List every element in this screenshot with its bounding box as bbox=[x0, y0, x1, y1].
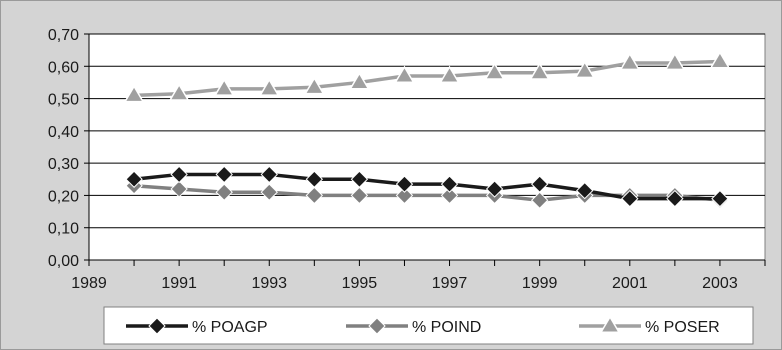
y-tick-label: 0,60 bbox=[48, 59, 79, 76]
x-tick-label: 1993 bbox=[251, 275, 287, 292]
data-point bbox=[530, 191, 549, 209]
data-point bbox=[260, 165, 278, 184]
legend-entry: % POSER bbox=[579, 315, 720, 336]
data-point bbox=[711, 189, 729, 208]
legend-label: % POAGP bbox=[192, 319, 268, 336]
data-point bbox=[168, 83, 190, 101]
data-point bbox=[621, 189, 639, 208]
data-point bbox=[576, 181, 594, 200]
data-point bbox=[440, 175, 459, 193]
data-point bbox=[709, 50, 731, 69]
data-point bbox=[394, 65, 415, 84]
data-point bbox=[349, 71, 370, 90]
data-point bbox=[664, 52, 686, 71]
data-point bbox=[439, 65, 460, 84]
x-tick-label: 1995 bbox=[342, 275, 378, 292]
data-point bbox=[215, 165, 233, 184]
legend-swatch-marker bbox=[368, 317, 386, 335]
x-axis-ticks: 1989 1991 1993 1995 1997 1999 2001 2003 bbox=[71, 260, 766, 292]
data-point bbox=[258, 78, 280, 96]
axes bbox=[88, 34, 765, 261]
plot-area bbox=[88, 33, 766, 261]
x-tick-label: 1991 bbox=[161, 275, 197, 292]
legend: % POAGP % POIND % POSER bbox=[103, 306, 754, 345]
data-point bbox=[305, 170, 324, 188]
legend-label: % POSER bbox=[645, 319, 720, 336]
y-tick-label: 0,50 bbox=[48, 92, 79, 109]
data-point bbox=[395, 186, 414, 205]
y-axis-ticks: 0,00 0,10 0,20 0,30 0,40 0,50 0,60 0,70 bbox=[48, 27, 89, 270]
data-point bbox=[529, 62, 550, 80]
legend-entry: % POAGP bbox=[126, 317, 268, 336]
legend-swatch-marker bbox=[599, 315, 621, 334]
x-tick-label: 1999 bbox=[522, 275, 558, 292]
data-point bbox=[170, 180, 188, 198]
series-poagp bbox=[125, 165, 729, 208]
series-group bbox=[123, 50, 731, 209]
data-point bbox=[170, 165, 188, 184]
y-tick-label: 0,40 bbox=[48, 124, 79, 141]
series-poser bbox=[123, 50, 731, 103]
data-point bbox=[215, 183, 233, 201]
data-point bbox=[125, 170, 143, 188]
x-tick-label: 1997 bbox=[432, 275, 468, 292]
data-point bbox=[304, 76, 325, 95]
data-point bbox=[350, 186, 369, 205]
y-tick-label: 0,30 bbox=[48, 156, 79, 173]
data-point bbox=[485, 180, 504, 198]
legend-label: % POIND bbox=[412, 319, 481, 336]
data-point bbox=[395, 175, 414, 193]
data-point bbox=[260, 183, 278, 201]
y-tick-label: 0,70 bbox=[48, 27, 79, 44]
data-point bbox=[530, 175, 549, 193]
data-point bbox=[484, 62, 505, 80]
legend-box bbox=[103, 306, 754, 345]
legend-entry: % POIND bbox=[346, 317, 481, 336]
y-tick-label: 0,10 bbox=[48, 221, 79, 238]
x-tick-label: 2003 bbox=[702, 275, 738, 292]
y-tick-label: 0,20 bbox=[48, 188, 79, 205]
data-point bbox=[574, 60, 596, 79]
data-point bbox=[350, 170, 369, 188]
x-tick-label: 1989 bbox=[71, 275, 107, 292]
x-tick-label: 2001 bbox=[612, 275, 648, 292]
data-point bbox=[305, 186, 324, 205]
data-point bbox=[440, 186, 459, 205]
data-point bbox=[123, 84, 145, 103]
series-line bbox=[134, 59, 720, 98]
legend-swatch-marker bbox=[148, 317, 166, 335]
data-point bbox=[213, 78, 235, 96]
data-point bbox=[666, 189, 684, 208]
y-tick-label: 0,00 bbox=[48, 253, 79, 270]
data-point bbox=[619, 52, 641, 71]
